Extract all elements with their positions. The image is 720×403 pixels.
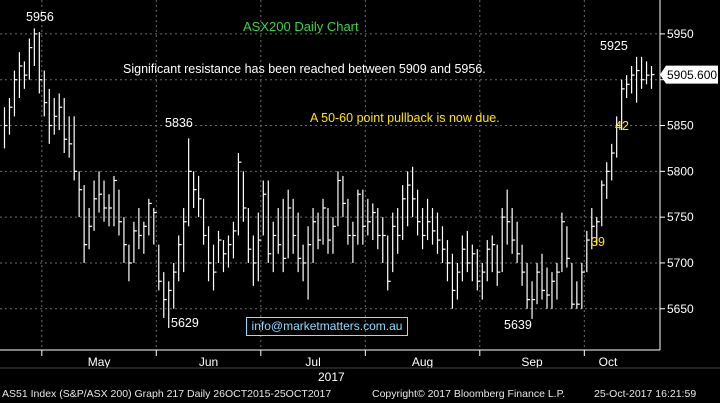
high-label: 5956: [26, 10, 54, 24]
rally-label-39: 39: [591, 235, 605, 249]
x-tick-label: Aug: [412, 355, 433, 369]
footer-left: AS51 Index (S&P/ASX 200) Graph 217 Daily…: [2, 388, 332, 400]
jun-high-label: 5836: [165, 116, 193, 130]
resistance-note: Significant resistance has been reached …: [123, 62, 486, 76]
y-tick-label: 5850: [667, 119, 694, 133]
y-tick-label: 5650: [667, 302, 694, 316]
footer-center: Copyright© 2017 Bloomberg Finance L.P.: [372, 388, 566, 400]
chart-title: ASX200 Daily Chart: [243, 19, 359, 34]
grid-lines: [0, 0, 660, 350]
jun-low-label: 5629: [171, 316, 199, 330]
footer-right: 25-Oct-2017 16:21:59: [594, 388, 697, 400]
x-tick-label: Sep: [521, 355, 543, 369]
annotations: ASX200 Daily Chart Significant resistanc…: [26, 10, 629, 384]
y-tick-label: 5750: [667, 210, 694, 224]
watermark-email: info@marketmatters.com.au: [246, 317, 408, 336]
price-chart: 5650570057505800585059005950MayJunJulAug…: [0, 0, 720, 384]
x-tick-label: Jul: [305, 355, 320, 369]
footer-bar: AS51 Index (S&P/ASX 200) Graph 217 Daily…: [0, 385, 720, 403]
oct-high-label: 5925: [600, 39, 628, 53]
last-price-tag: 5905.600: [660, 65, 718, 84]
axes: 5650570057505800585059005950MayJunJulAug…: [0, 0, 720, 369]
y-tick-label: 5950: [667, 27, 694, 41]
sep-low-label: 5639: [504, 318, 532, 332]
x-tick-label: Jun: [199, 355, 218, 369]
pullback-note: A 50-60 point pullback is now due.: [310, 111, 500, 125]
x-axis-year: 2017: [318, 370, 345, 384]
y-tick-label: 5800: [667, 164, 694, 178]
y-tick-label: 5700: [667, 256, 694, 270]
last-price-box: [660, 65, 718, 84]
price-bars: [3, 28, 655, 329]
last-price-label: 5905.600: [667, 68, 717, 82]
x-tick-label: Oct: [599, 355, 618, 369]
x-tick-label: May: [88, 355, 111, 369]
rally-label-42: 42: [615, 119, 629, 133]
